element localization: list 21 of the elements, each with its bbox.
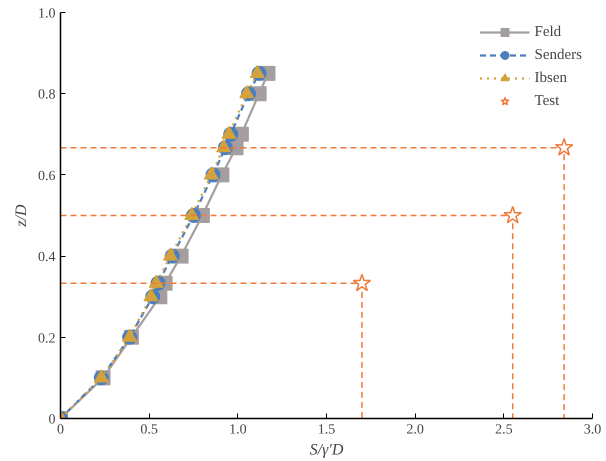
x-axis-title: S/γ′D bbox=[310, 442, 344, 458]
legend-label: Test bbox=[534, 92, 560, 110]
x-tick-label: 1.5 bbox=[318, 422, 336, 438]
y-tick-label: 0.8 bbox=[38, 88, 56, 103]
y-tick-label: 1.0 bbox=[38, 6, 56, 22]
point bbox=[503, 206, 522, 224]
point bbox=[352, 274, 372, 292]
y-tick-label: 0 bbox=[48, 412, 56, 428]
x-tick-label: 2.5 bbox=[495, 422, 513, 438]
x-tick-label: 1.0 bbox=[229, 422, 247, 438]
y-tick-label: 0.6 bbox=[38, 168, 56, 184]
y-axis-title: z/D bbox=[13, 204, 30, 228]
x-tick-label: 2.0 bbox=[406, 422, 424, 438]
point bbox=[554, 138, 574, 156]
x-tick-label: 3.0 bbox=[584, 422, 602, 438]
y-tick-label: 0.4 bbox=[38, 250, 56, 266]
x-tick-label: 0.5 bbox=[140, 422, 158, 438]
legend-label: Feld bbox=[534, 24, 562, 40]
legend-label: Ibsen bbox=[534, 70, 567, 86]
legend-label: Senders bbox=[534, 46, 582, 64]
y-tick-label: 0.2 bbox=[38, 331, 56, 346]
